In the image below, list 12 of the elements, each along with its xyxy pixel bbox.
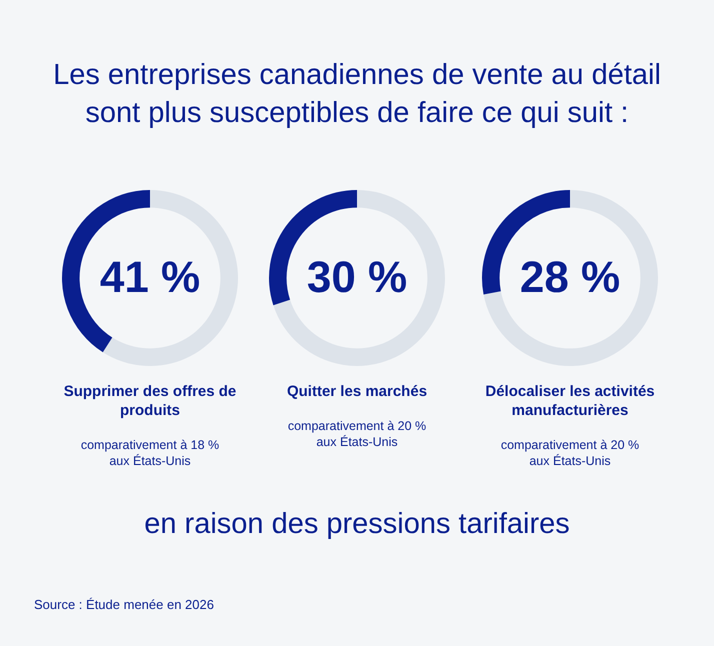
data-label: 30 % bbox=[306, 253, 408, 302]
text: en raison des pressions tarifaires bbox=[143, 508, 571, 541]
text: Supprimer des offres de produits bbox=[62, 382, 238, 420]
text: Délocaliser les activités manufacturières bbox=[484, 382, 656, 420]
text: Quitter les marchés bbox=[286, 382, 428, 401]
text: Les entreprises canadiennes de vente au détail sont plus susceptibles de faire ce qui suit : bbox=[52, 58, 662, 131]
text: comparativement à 20 % aux États-Unis bbox=[500, 437, 640, 469]
data-label: 41 % bbox=[100, 253, 200, 302]
text: comparativement à 20 % aux États-Unis bbox=[286, 418, 428, 450]
data-label: 28 % bbox=[520, 253, 620, 302]
source-note: Source : Étude menée en 2026 bbox=[34, 597, 214, 612]
text: comparativement à 18 % aux États-Unis bbox=[80, 437, 220, 469]
